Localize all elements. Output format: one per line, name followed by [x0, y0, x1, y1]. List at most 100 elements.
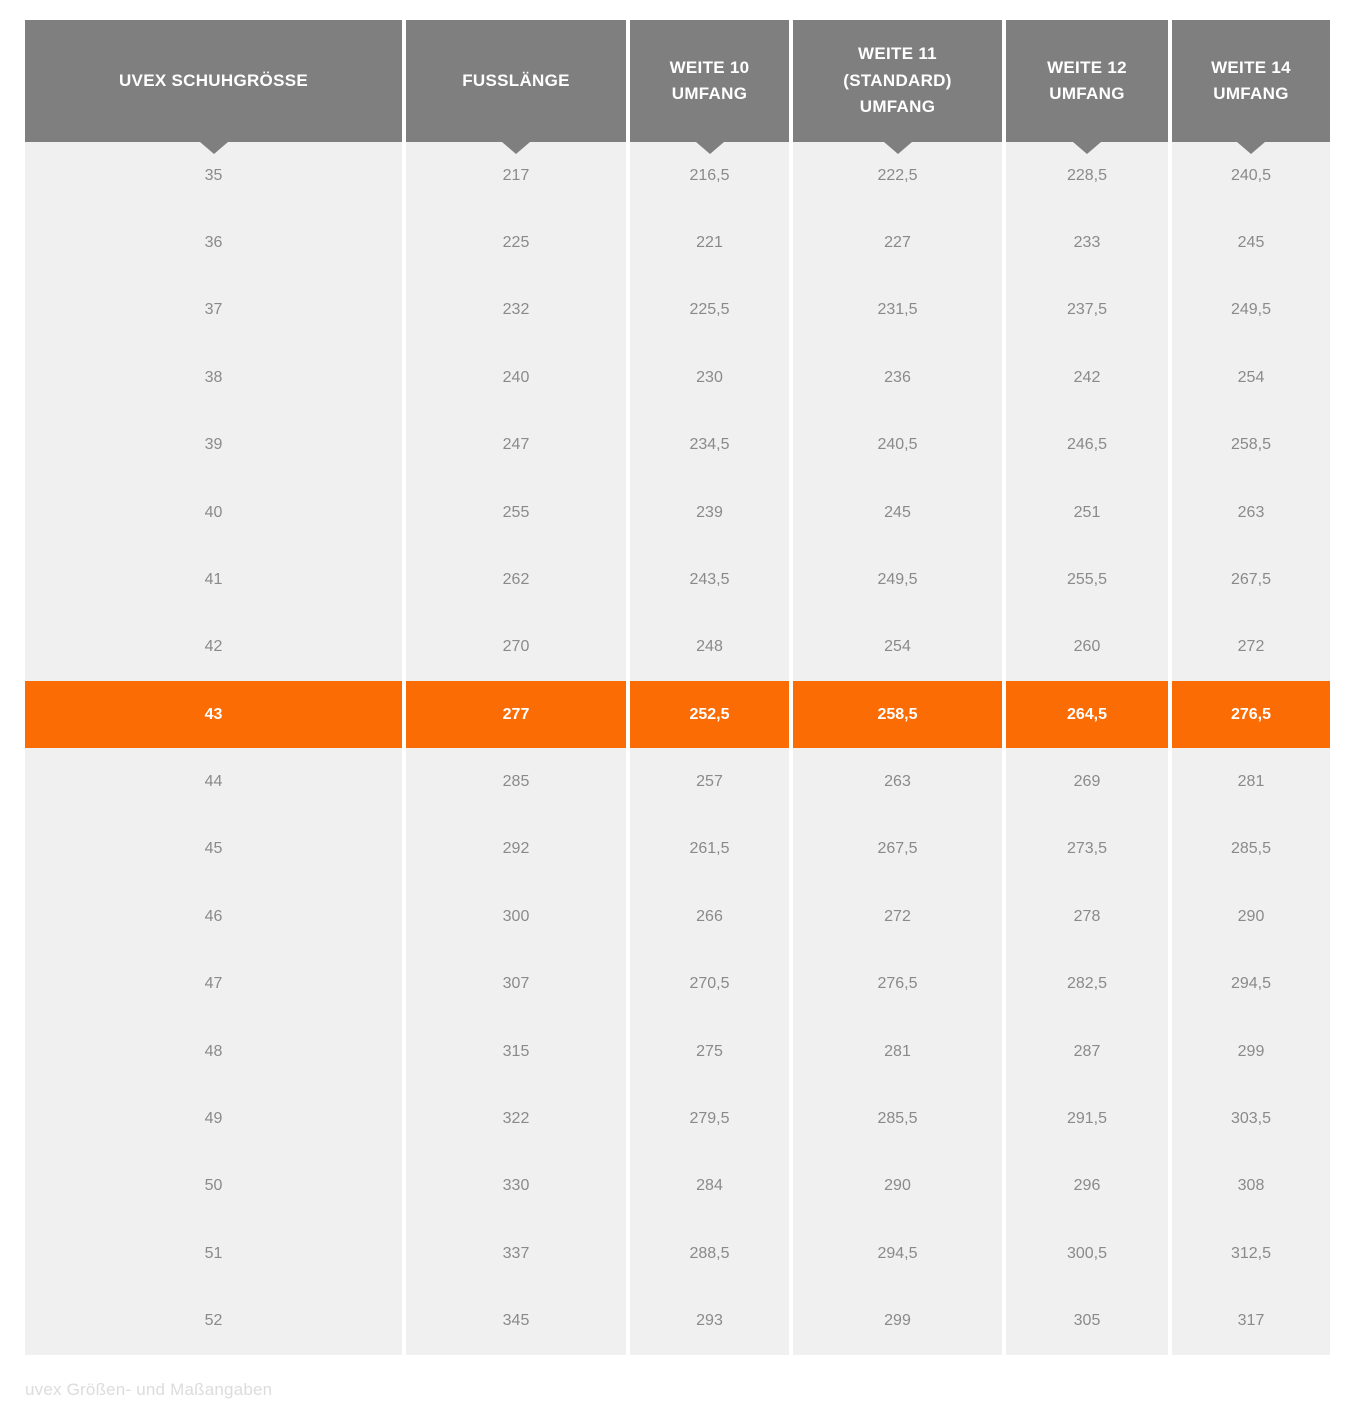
- header-label: UVEX SCHUHGRÖSSE: [118, 70, 308, 90]
- size-cell: 37: [25, 276, 402, 345]
- value-cell: 234,5: [630, 411, 789, 479]
- value-cell: 281: [1172, 748, 1330, 816]
- value-cell: 315: [406, 1017, 626, 1086]
- value-cell: 273,5: [1006, 815, 1168, 884]
- value-cell: 299: [1172, 1017, 1330, 1086]
- value-cell: 240,5: [793, 411, 1002, 479]
- value-cell: 267,5: [1172, 546, 1330, 614]
- table-row[interactable]: 42 270 248 254 260 272: [25, 613, 1330, 681]
- value-cell: 251: [1006, 478, 1168, 547]
- value-cell: 262: [406, 546, 626, 614]
- header-label: FUSSLÄNGE: [462, 70, 570, 90]
- value-cell: 228,5: [1006, 142, 1168, 210]
- size-cell: 44: [25, 748, 402, 816]
- table-row-highlighted[interactable]: 43 277 252,5 258,5 264,5 276,5: [25, 681, 1330, 749]
- table-row[interactable]: 47 307 270,5 276,5 282,5 294,5: [25, 950, 1330, 1018]
- pointer-down-icon: [1073, 142, 1101, 154]
- table-row[interactable]: 44 285 257 263 269 281: [25, 748, 1330, 816]
- value-cell: 260: [1006, 613, 1168, 681]
- table-row[interactable]: 36 225 221 227 233 245: [25, 209, 1330, 277]
- value-cell: 307: [406, 950, 626, 1018]
- value-cell: 337: [406, 1220, 626, 1288]
- table-row[interactable]: 45 292 261,5 267,5 273,5 285,5: [25, 815, 1330, 884]
- value-cell: 258,5: [793, 681, 1002, 749]
- pointer-down-icon: [883, 142, 912, 154]
- size-cell: 50: [25, 1152, 402, 1220]
- value-cell: 292: [406, 815, 626, 884]
- pointer-down-icon: [502, 142, 530, 154]
- table-row[interactable]: 51 337 288,5 294,5 300,5 312,5: [25, 1220, 1330, 1288]
- value-cell: 231,5: [793, 276, 1002, 345]
- table-row[interactable]: 37 232 225,5 231,5 237,5 249,5: [25, 276, 1330, 345]
- value-cell: 225,5: [630, 276, 789, 345]
- value-cell: 275: [630, 1017, 789, 1086]
- value-cell: 285,5: [1172, 815, 1330, 884]
- header-cell-weite-14: WEITE 14 UMFANG: [1172, 20, 1330, 154]
- header-cell-weite-10: WEITE 10 UMFANG: [630, 20, 789, 154]
- value-cell: 266: [630, 883, 789, 951]
- value-cell: 243,5: [630, 546, 789, 614]
- value-cell: 261,5: [630, 815, 789, 884]
- table-row[interactable]: 49 322 279,5 285,5 291,5 303,5: [25, 1085, 1330, 1153]
- value-cell: 240: [406, 344, 626, 412]
- value-cell: 232: [406, 276, 626, 345]
- value-cell: 282,5: [1006, 950, 1168, 1018]
- size-cell: 43: [25, 681, 402, 749]
- value-cell: 300: [406, 883, 626, 951]
- value-cell: 300,5: [1006, 1220, 1168, 1288]
- value-cell: 255: [406, 478, 626, 547]
- table-row[interactable]: 39 247 234,5 240,5 246,5 258,5: [25, 411, 1330, 479]
- value-cell: 255,5: [1006, 546, 1168, 614]
- value-cell: 291,5: [1006, 1085, 1168, 1153]
- header-label: WEITE 11 (STANDARD) UMFANG: [843, 44, 952, 117]
- value-cell: 284: [630, 1152, 789, 1220]
- table-row[interactable]: 41 262 243,5 249,5 255,5 267,5: [25, 546, 1330, 614]
- pointer-down-icon: [199, 142, 228, 154]
- size-cell: 46: [25, 883, 402, 951]
- table-row[interactable]: 46 300 266 272 278 290: [25, 883, 1330, 951]
- value-cell: 248: [630, 613, 789, 681]
- size-cell: 45: [25, 815, 402, 884]
- table-body: 35 217 216,5 222,5 228,5 240,5 36 225 221 227 233 2…: [25, 142, 1330, 1355]
- header-cell-weite-11: WEITE 11 (STANDARD) UMFANG: [793, 20, 1002, 154]
- value-cell: 236: [793, 344, 1002, 412]
- value-cell: 288,5: [630, 1220, 789, 1288]
- size-cell: 48: [25, 1017, 402, 1086]
- value-cell: 276,5: [793, 950, 1002, 1018]
- value-cell: 245: [1172, 209, 1330, 277]
- table-row[interactable]: 50 330 284 290 296 308: [25, 1152, 1330, 1220]
- value-cell: 249,5: [793, 546, 1002, 614]
- table-row[interactable]: 40 255 239 245 251 263: [25, 478, 1330, 547]
- header-label: WEITE 14 UMFANG: [1211, 57, 1291, 103]
- value-cell: 277: [406, 681, 626, 749]
- table-row[interactable]: 38 240 230 236 242 254: [25, 344, 1330, 412]
- value-cell: 281: [793, 1017, 1002, 1086]
- value-cell: 258,5: [1172, 411, 1330, 479]
- value-cell: 227: [793, 209, 1002, 277]
- value-cell: 278: [1006, 883, 1168, 951]
- value-cell: 263: [1172, 478, 1330, 547]
- value-cell: 296: [1006, 1152, 1168, 1220]
- value-cell: 299: [793, 1287, 1002, 1355]
- value-cell: 294,5: [1172, 950, 1330, 1018]
- header-cell-fusslaenge: FUSSLÄNGE: [406, 20, 626, 154]
- size-cell: 40: [25, 478, 402, 547]
- table-header-row: UVEX SCHUHGRÖSSE FUSSLÄNGE WEITE 10 UMFA…: [25, 20, 1330, 154]
- value-cell: 221: [630, 209, 789, 277]
- value-cell: 247: [406, 411, 626, 479]
- value-cell: 242: [1006, 344, 1168, 412]
- size-chart-table: UVEX SCHUHGRÖSSE FUSSLÄNGE WEITE 10 UMFA…: [25, 20, 1330, 1355]
- value-cell: 246,5: [1006, 411, 1168, 479]
- value-cell: 294,5: [793, 1220, 1002, 1288]
- value-cell: 270: [406, 613, 626, 681]
- header-label: WEITE 10 UMFANG: [669, 57, 750, 103]
- value-cell: 270,5: [630, 950, 789, 1018]
- size-cell: 41: [25, 546, 402, 614]
- value-cell: 345: [406, 1287, 626, 1355]
- table-row[interactable]: 48 315 275 281 287 299: [25, 1017, 1330, 1086]
- value-cell: 293: [630, 1287, 789, 1355]
- value-cell: 264,5: [1006, 681, 1168, 749]
- table-row[interactable]: 52 345 293 299 305 317: [25, 1287, 1330, 1355]
- value-cell: 322: [406, 1085, 626, 1153]
